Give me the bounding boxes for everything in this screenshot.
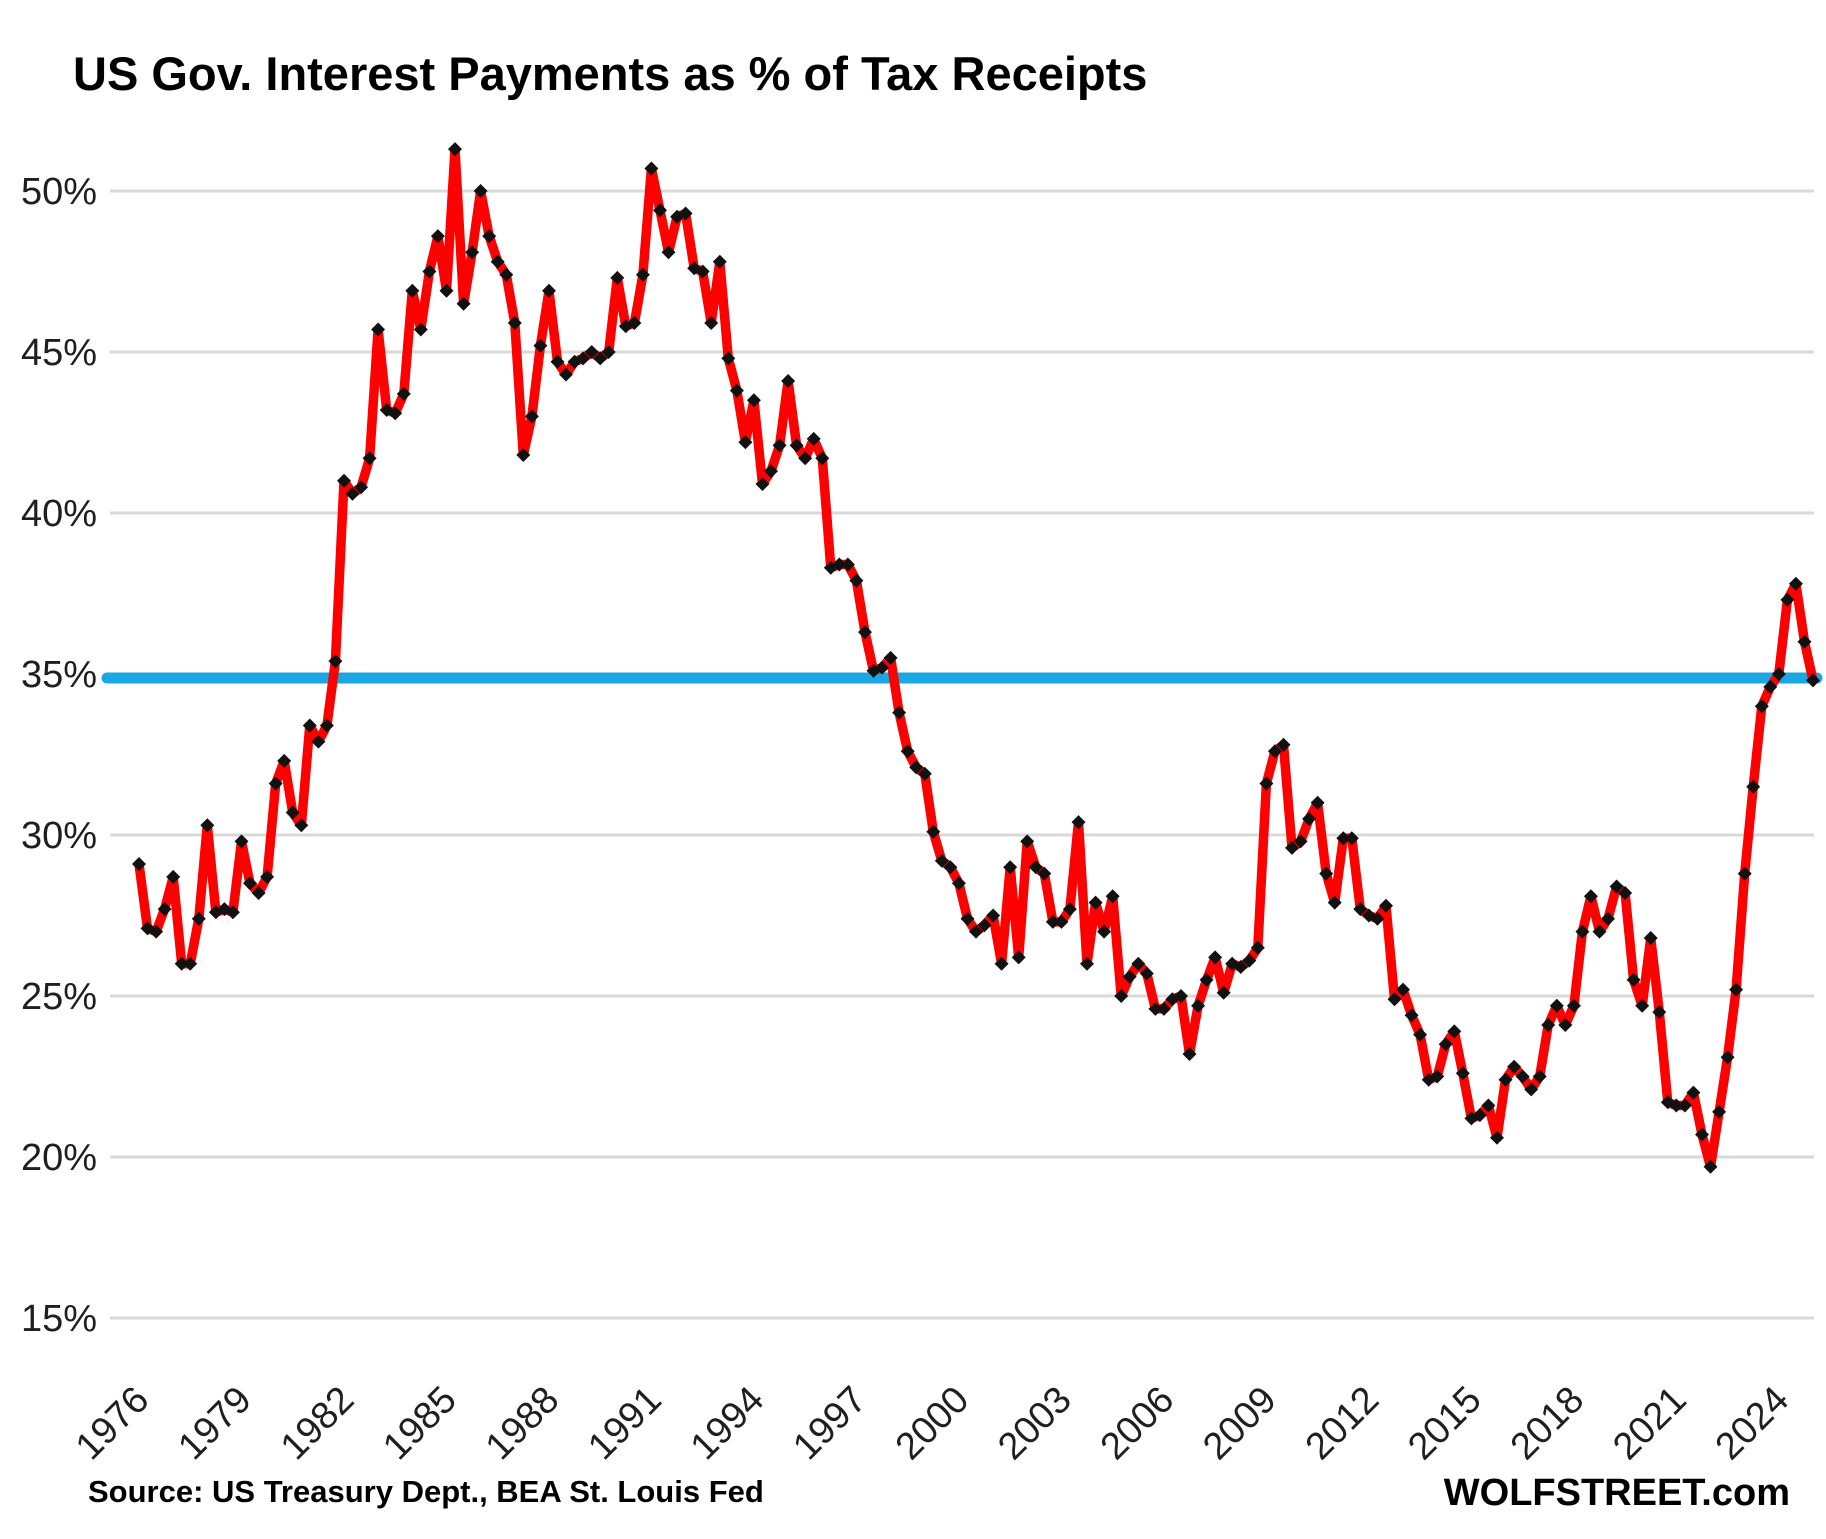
y-axis-label: 30% [21, 815, 97, 857]
x-axis-label: 2012 [1298, 1379, 1387, 1468]
x-axis-label: 2000 [888, 1379, 977, 1468]
x-axis-label: 1976 [68, 1379, 157, 1468]
y-axis-label: 40% [21, 493, 97, 535]
x-axis-label: 1979 [170, 1379, 259, 1468]
source-note: Source: US Treasury Dept., BEA St. Louis… [88, 1474, 764, 1509]
y-axis-label: 35% [21, 654, 97, 696]
y-axis-label: 20% [21, 1137, 97, 1179]
x-axis-label: 1994 [683, 1379, 772, 1468]
x-axis-label: 2006 [1093, 1379, 1182, 1468]
x-axis-label: 1997 [785, 1379, 874, 1468]
x-axis-label: 1985 [375, 1379, 464, 1468]
x-axis-label: 1982 [273, 1379, 362, 1468]
x-axis-label: 1991 [580, 1379, 669, 1468]
y-axis-labels: 50% 45% 40% 35% 30% 25% 20% 15% [21, 171, 97, 1340]
branding: WOLFSTREET.com [1444, 1472, 1790, 1514]
chart-title: US Gov. Interest Payments as % of Tax Re… [73, 47, 1147, 100]
series-line [134, 144, 1818, 1172]
y-axis-label: 50% [21, 171, 97, 213]
x-axis-label: 2003 [990, 1379, 1079, 1468]
x-axis-labels: 1976 1979 1982 1985 1988 1991 1994 1997 2000 2003… [68, 1379, 1797, 1468]
x-axis-label: 2015 [1400, 1379, 1489, 1468]
y-axis-label: 25% [21, 976, 97, 1018]
y-axis-label: 15% [21, 1298, 97, 1340]
gridlines [110, 189, 1814, 1320]
x-axis-label: 1988 [478, 1379, 567, 1468]
y-axis-label: 45% [21, 332, 97, 374]
x-axis-label: 2009 [1195, 1379, 1284, 1468]
x-axis-label: 2024 [1708, 1379, 1797, 1468]
x-axis-label: 2018 [1503, 1379, 1592, 1468]
x-axis-label: 2021 [1605, 1379, 1694, 1468]
